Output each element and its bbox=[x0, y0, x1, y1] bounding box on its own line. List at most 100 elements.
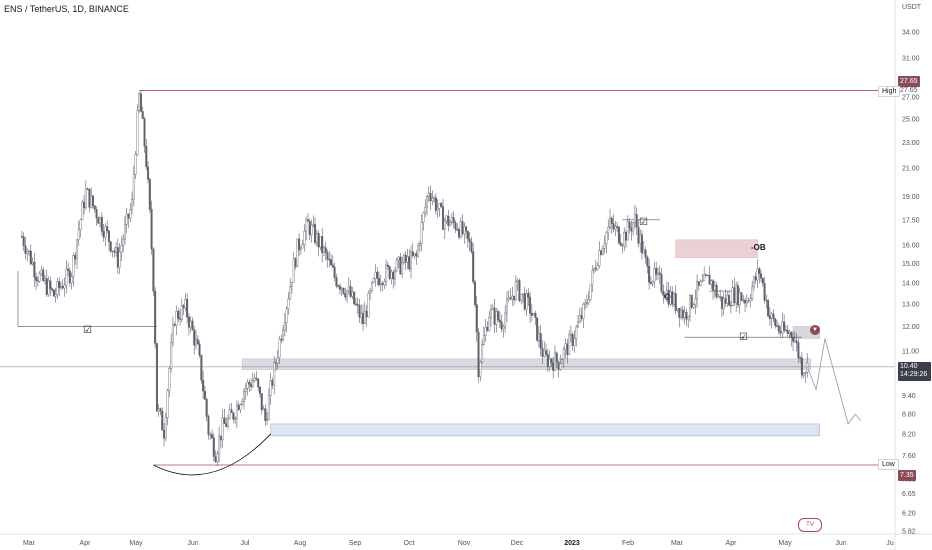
candle-body bbox=[475, 304, 478, 333]
low-level-label[interactable]: Low bbox=[878, 459, 899, 470]
candle-body bbox=[530, 312, 533, 316]
candle bbox=[353, 291, 356, 306]
current-price-value: 10.40 bbox=[900, 363, 918, 370]
check-icon[interactable]: ☑ bbox=[739, 332, 748, 343]
candle-body bbox=[792, 337, 795, 342]
candle bbox=[463, 222, 466, 244]
candle-body bbox=[214, 456, 217, 463]
candle-body bbox=[500, 321, 503, 330]
candle-body bbox=[523, 293, 526, 310]
candle bbox=[164, 412, 167, 441]
candle bbox=[481, 339, 484, 364]
candle-body bbox=[289, 286, 292, 300]
candle-body bbox=[509, 297, 512, 300]
candle-body bbox=[267, 395, 270, 420]
candle-body bbox=[102, 231, 105, 238]
candle bbox=[75, 239, 78, 270]
candle-body bbox=[20, 236, 23, 238]
candle bbox=[520, 294, 523, 305]
candle-body bbox=[61, 286, 64, 289]
candle-body bbox=[212, 437, 215, 457]
candle bbox=[770, 311, 773, 329]
candle-body bbox=[724, 298, 727, 304]
x-tick-label: Jun bbox=[835, 540, 846, 547]
candle bbox=[765, 294, 768, 309]
x-tick-label: 2023 bbox=[564, 540, 580, 547]
choch-icon[interactable]: © bbox=[664, 292, 671, 302]
candle bbox=[486, 321, 489, 332]
check-icon[interactable]: ☑ bbox=[639, 217, 648, 228]
candle bbox=[427, 186, 430, 203]
candle-body bbox=[617, 226, 620, 243]
candle-body bbox=[365, 310, 368, 318]
high-level-label[interactable]: High bbox=[878, 86, 901, 97]
candle-body bbox=[59, 286, 62, 289]
candle bbox=[539, 324, 542, 356]
candle-body bbox=[319, 236, 322, 248]
candle bbox=[509, 288, 512, 300]
candle-body bbox=[360, 312, 363, 318]
candle bbox=[358, 298, 361, 323]
candle-body bbox=[266, 419, 269, 421]
candle-body bbox=[426, 196, 429, 208]
candle bbox=[260, 393, 263, 415]
candle bbox=[680, 306, 683, 320]
candle bbox=[717, 293, 720, 298]
candle bbox=[218, 426, 221, 463]
candle bbox=[514, 275, 517, 302]
candle bbox=[198, 340, 201, 358]
order-block-label[interactable]: -OB bbox=[751, 243, 766, 252]
candle bbox=[431, 190, 434, 206]
candle-body bbox=[298, 238, 301, 251]
candle bbox=[651, 280, 654, 287]
candle bbox=[557, 361, 560, 378]
candle bbox=[704, 273, 707, 278]
candle-body bbox=[141, 111, 144, 119]
candle-body bbox=[703, 274, 706, 281]
candle-body bbox=[132, 174, 135, 200]
candle-body bbox=[331, 264, 334, 268]
candle-body bbox=[795, 340, 798, 343]
candle bbox=[219, 435, 222, 449]
candle-body bbox=[568, 334, 571, 356]
candle bbox=[276, 349, 279, 369]
candle-body bbox=[202, 380, 205, 392]
candle bbox=[479, 360, 482, 382]
candle bbox=[22, 232, 25, 251]
candle-body bbox=[726, 295, 729, 304]
candle-body bbox=[91, 195, 94, 206]
candle bbox=[225, 417, 228, 428]
candle bbox=[102, 223, 105, 242]
candle bbox=[692, 302, 695, 310]
candle-body bbox=[29, 250, 32, 265]
candle-body bbox=[84, 188, 87, 208]
candle-body bbox=[539, 333, 542, 349]
candle bbox=[399, 252, 402, 276]
candle bbox=[335, 273, 338, 289]
candle bbox=[273, 355, 276, 394]
candle bbox=[72, 252, 75, 287]
candle-body bbox=[317, 233, 320, 248]
candle-body bbox=[179, 318, 182, 320]
candle bbox=[347, 277, 350, 295]
candle bbox=[397, 256, 400, 269]
candle bbox=[342, 287, 345, 295]
candle-body bbox=[171, 324, 174, 343]
candle-body bbox=[447, 215, 450, 226]
symbol-title[interactable]: ENS / TetherUS, 1D, BINANCE bbox=[4, 4, 129, 14]
candle bbox=[699, 279, 702, 287]
candle bbox=[413, 253, 416, 260]
candle bbox=[97, 216, 100, 224]
candle-body bbox=[399, 256, 402, 275]
candle-body bbox=[274, 362, 277, 364]
candle bbox=[783, 314, 786, 334]
candle bbox=[38, 271, 41, 283]
candle-body bbox=[706, 274, 709, 277]
candle bbox=[513, 295, 516, 306]
x-tick-label: Aug bbox=[294, 540, 307, 547]
candle-body bbox=[402, 254, 405, 263]
check-icon[interactable]: ☑ bbox=[83, 325, 92, 336]
candle bbox=[282, 324, 285, 342]
bear-icon[interactable]: ▼ bbox=[810, 325, 820, 335]
